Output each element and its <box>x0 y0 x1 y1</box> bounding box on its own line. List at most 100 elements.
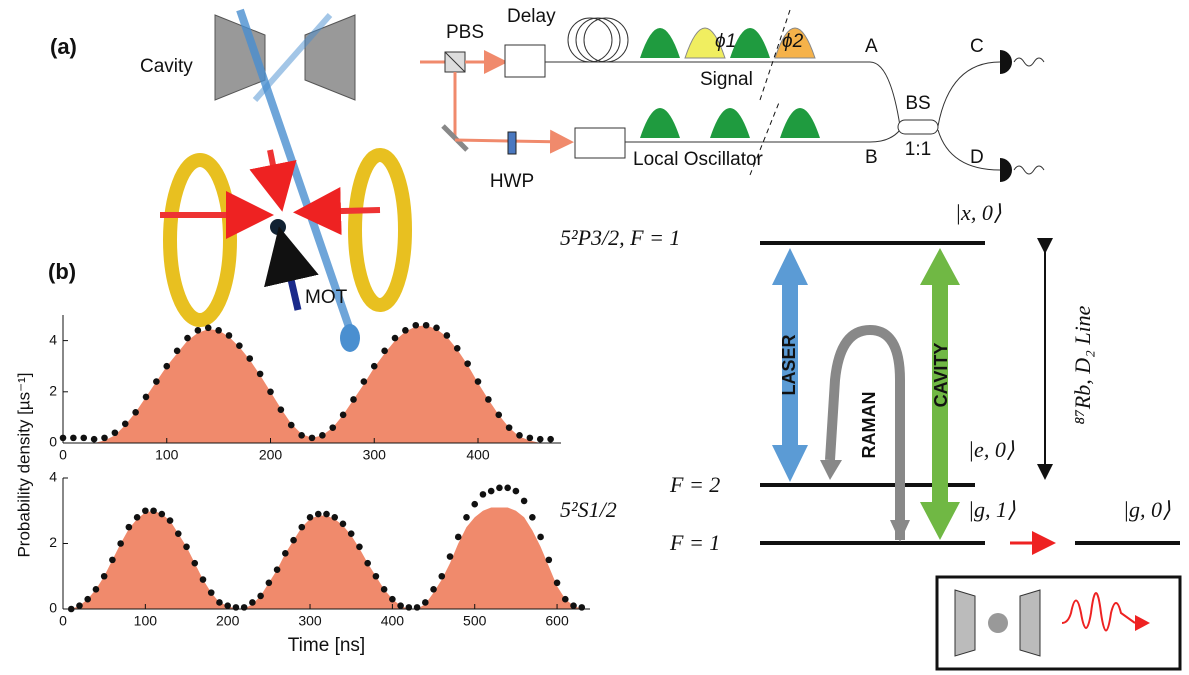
transition-label: CAVITY <box>931 343 951 408</box>
data-point <box>414 604 421 611</box>
y-tick-label: 0 <box>49 600 57 616</box>
data-point <box>84 596 91 603</box>
x-tick-label: 0 <box>59 613 67 629</box>
data-point <box>495 412 502 419</box>
data-point <box>371 363 378 370</box>
data-point <box>471 501 478 508</box>
state-label: |g, 1⟩ <box>968 497 1016 522</box>
data-point <box>101 573 108 580</box>
hwp-label: HWP <box>490 171 534 192</box>
data-point <box>537 436 544 443</box>
data-point <box>570 602 577 609</box>
x-tick-label: 100 <box>134 613 158 629</box>
data-point <box>485 396 492 403</box>
panel-label: (b) <box>48 259 76 284</box>
y-tick-label: 0 <box>49 434 57 450</box>
port-label: B <box>865 147 878 168</box>
level-label: 5²P3/2, F = 1 <box>560 225 680 250</box>
data-point <box>200 576 207 583</box>
data-point <box>546 557 553 564</box>
data-point <box>392 335 399 342</box>
area <box>71 507 582 609</box>
data-point <box>112 429 119 436</box>
data-point <box>80 435 87 442</box>
data-point <box>216 599 223 606</box>
data-point <box>134 514 141 521</box>
data-point <box>122 421 129 428</box>
data-point <box>402 327 409 334</box>
phi-label: ϕ1 <box>715 31 736 52</box>
data-point <box>488 488 495 495</box>
data-point <box>195 327 202 334</box>
data-point <box>298 432 305 439</box>
data-point <box>454 345 461 352</box>
x-tick-label: 300 <box>363 447 387 463</box>
data-point <box>319 432 326 439</box>
data-point <box>463 514 470 521</box>
data-point <box>163 363 170 370</box>
x-tick-label: 400 <box>381 613 405 629</box>
data-point <box>361 378 368 385</box>
pbs-label: PBS <box>446 22 484 43</box>
data-point <box>167 517 174 524</box>
cavity-label: Cavity <box>140 56 193 77</box>
data-point <box>513 488 520 495</box>
data-point <box>516 432 523 439</box>
data-point <box>278 406 285 413</box>
state-label: |e, 0⟩ <box>968 437 1015 462</box>
optical-setup: PBS Delay HWP Signal Local Oscillator ϕ1… <box>420 6 1044 192</box>
data-point <box>350 396 357 403</box>
state-label: |x, 0⟩ <box>955 200 1002 225</box>
data-point <box>298 524 305 531</box>
data-point <box>267 389 274 396</box>
data-point <box>309 435 316 442</box>
data-point <box>142 507 149 514</box>
data-point <box>412 322 419 329</box>
x-tick-label: 0 <box>59 447 67 463</box>
data-point <box>340 521 347 528</box>
data-point <box>433 325 440 332</box>
data-point <box>70 435 77 442</box>
data-point <box>578 604 585 611</box>
data-point <box>506 424 513 431</box>
level-label: F = 1 <box>669 530 720 555</box>
level-label: F = 2 <box>669 472 720 497</box>
data-point <box>236 342 243 349</box>
delay-label: Delay <box>507 6 556 27</box>
data-point <box>356 543 363 550</box>
data-point <box>554 580 561 587</box>
x-tick-label: 200 <box>216 613 240 629</box>
data-point <box>480 491 487 498</box>
data-point <box>117 540 124 547</box>
data-point <box>132 409 139 416</box>
data-point <box>537 534 544 541</box>
data-point <box>159 511 166 518</box>
y-tick-label: 2 <box>49 383 57 399</box>
data-point <box>246 355 253 362</box>
data-point <box>496 485 503 492</box>
data-point <box>381 586 388 593</box>
data-point <box>331 514 338 521</box>
data-point <box>282 550 289 557</box>
port-label: A <box>865 36 878 57</box>
data-point <box>423 322 430 329</box>
phi-label: ϕ2 <box>782 31 804 52</box>
data-point <box>373 573 380 580</box>
data-point <box>397 602 404 609</box>
data-point <box>143 394 150 401</box>
bs-label: BS <box>905 93 930 114</box>
data-point <box>504 485 511 492</box>
data-point <box>340 412 347 419</box>
data-point <box>475 378 482 385</box>
panel-label: (a) <box>50 34 77 59</box>
data-point <box>315 511 322 518</box>
data-point <box>183 543 190 550</box>
port-label: D <box>970 147 984 168</box>
x-tick-label: 400 <box>466 447 490 463</box>
data-point <box>389 596 396 603</box>
data-point <box>150 507 157 514</box>
x-tick-label: 200 <box>259 447 283 463</box>
data-point <box>529 514 536 521</box>
data-point <box>257 593 264 600</box>
